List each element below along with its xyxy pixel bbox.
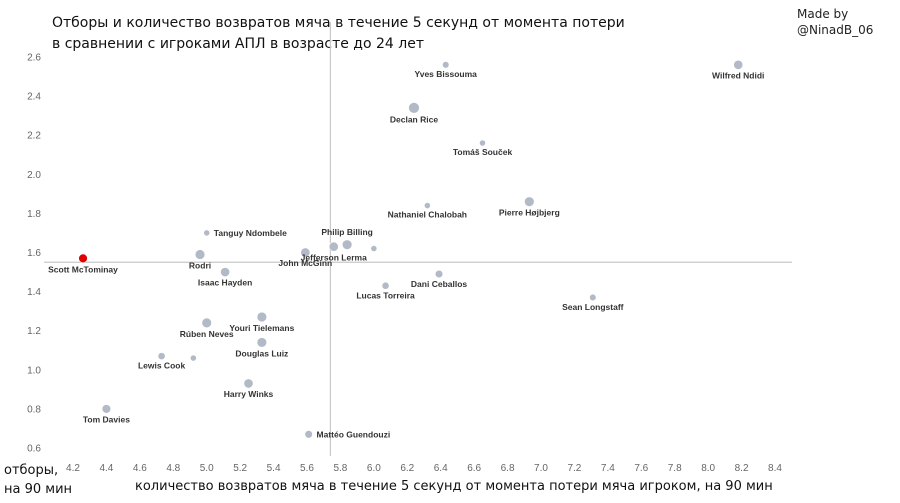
point-label: Yves Bissouma bbox=[415, 69, 478, 79]
data-point bbox=[341, 239, 353, 250]
data-point bbox=[479, 139, 486, 147]
y-tick-label: 2.6 bbox=[27, 53, 41, 64]
data-point bbox=[589, 293, 597, 302]
y-tick-label: 1.8 bbox=[27, 209, 41, 220]
x-tick-label: 7.8 bbox=[668, 463, 682, 474]
y-axis-label: отборы, на 90 мин bbox=[4, 461, 72, 499]
point-label: Mattéo Guendouzi bbox=[317, 429, 391, 439]
y-tick-label: 1.6 bbox=[27, 248, 41, 259]
point-label: Isaac Hayden bbox=[198, 278, 252, 288]
point-label: Rodri bbox=[189, 260, 211, 270]
data-point bbox=[434, 269, 444, 279]
point-label: Harry Winks bbox=[224, 389, 274, 399]
y-tick-label: 2.4 bbox=[27, 92, 41, 103]
data-point bbox=[243, 378, 254, 389]
data-point bbox=[157, 352, 166, 361]
x-tick-label: 4.4 bbox=[99, 463, 113, 474]
x-tick-label: 6.4 bbox=[434, 463, 448, 474]
data-point bbox=[423, 202, 431, 209]
point-label: Rúben Neves bbox=[180, 329, 234, 339]
point-label: Youri Tielemans bbox=[229, 323, 294, 333]
point-label: Jefferson Lerma bbox=[301, 252, 367, 262]
x-tick-label: 8.0 bbox=[701, 463, 715, 474]
y-tick-label: 2.2 bbox=[27, 131, 41, 142]
x-tick-label: 6.0 bbox=[367, 463, 381, 474]
data-point bbox=[328, 241, 339, 252]
data-point bbox=[370, 245, 378, 252]
data-point bbox=[78, 253, 88, 264]
x-tick-label: 7.6 bbox=[634, 463, 648, 474]
x-tick-label: 5.4 bbox=[267, 463, 281, 474]
reference-lines bbox=[44, 22, 792, 456]
point-label: Lucas Torreira bbox=[356, 290, 415, 300]
x-tick-label: 4.6 bbox=[133, 463, 147, 474]
y-tick-label: 0.8 bbox=[27, 404, 41, 415]
data-point bbox=[189, 354, 197, 362]
x-tick-label: 6.6 bbox=[467, 463, 481, 474]
data-point bbox=[442, 61, 450, 69]
point-label: Tomáš Souček bbox=[453, 147, 513, 157]
data-point bbox=[256, 337, 268, 348]
data-point bbox=[524, 196, 535, 207]
data-point bbox=[201, 317, 212, 329]
point-label: Douglas Luiz bbox=[235, 348, 288, 358]
data-point bbox=[381, 281, 390, 290]
data-point bbox=[256, 311, 268, 323]
point-label: Tanguy Ndombele bbox=[214, 228, 287, 238]
x-tick-label: 6.8 bbox=[501, 463, 515, 474]
x-tick-label: 7.4 bbox=[601, 463, 615, 474]
x-axis-label: количество возвратов мяча в течение 5 се… bbox=[135, 479, 773, 494]
y-tick-label: 1.0 bbox=[27, 365, 41, 376]
x-tick-label: 5.6 bbox=[300, 463, 314, 474]
point-label: Declan Rice bbox=[390, 114, 438, 124]
x-tick-label: 8.2 bbox=[735, 463, 749, 474]
point-label: Philip Billing bbox=[321, 227, 372, 237]
data-point bbox=[408, 102, 420, 114]
y-tick-label: 0.6 bbox=[27, 444, 41, 455]
data-point bbox=[733, 59, 744, 70]
x-tick-label: 5.2 bbox=[233, 463, 247, 474]
chart-title-line-1: Отборы и количество возвратов мяча в теч… bbox=[52, 15, 625, 31]
point-label: John McGinn bbox=[278, 258, 332, 268]
x-tick-label: 8.4 bbox=[768, 463, 782, 474]
data-point bbox=[194, 249, 206, 260]
x-tick-label: 4.8 bbox=[166, 463, 180, 474]
x-tick-label: 6.2 bbox=[400, 463, 414, 474]
y-tick-label: 1.4 bbox=[27, 287, 41, 298]
y-tick-label: 1.2 bbox=[27, 326, 41, 337]
data-point bbox=[101, 404, 112, 414]
point-label: Lewis Cook bbox=[138, 361, 186, 371]
data-point bbox=[220, 267, 231, 277]
point-label: Scott McTominay bbox=[48, 265, 118, 275]
x-tick-label: 7.0 bbox=[534, 463, 548, 474]
point-label: Sean Longstaff bbox=[562, 302, 624, 312]
x-tick-label: 7.2 bbox=[567, 463, 581, 474]
data-point bbox=[300, 247, 311, 258]
point-label: Tom Davies bbox=[83, 414, 130, 424]
x-tick-label: 5.8 bbox=[333, 463, 347, 474]
point-label: Dani Ceballos bbox=[411, 279, 467, 289]
x-tick-label: 4.2 bbox=[66, 463, 80, 474]
y-axis-label-line-1: отборы, bbox=[4, 463, 59, 478]
axis-ticks: 4.2 4.4 4.6 4.8 5.0 5.2 5.4 5.6 5.8 6.0 6.2 6.4 6.6 6… bbox=[27, 53, 782, 475]
credit-line-1: Made by bbox=[797, 7, 849, 21]
point-label: Pierre Højbjerg bbox=[499, 208, 560, 218]
data-point bbox=[304, 430, 313, 439]
data-points bbox=[78, 59, 744, 439]
y-axis-label-line-2: на 90 мин bbox=[4, 482, 73, 497]
point-labels: Scott McTominay Yves Bissouma Wilfred Ndid… bbox=[48, 69, 764, 439]
x-tick-label: 5.0 bbox=[200, 463, 214, 474]
author-credit: Made by @NinadB_06 bbox=[797, 6, 873, 38]
credit-line-2: @NinadB_06 bbox=[797, 23, 874, 37]
y-tick-label: 2.0 bbox=[27, 170, 41, 181]
point-label: Wilfred Ndidi bbox=[712, 70, 764, 80]
point-label: Nathaniel Chalobah bbox=[388, 210, 467, 220]
data-point bbox=[203, 229, 211, 237]
